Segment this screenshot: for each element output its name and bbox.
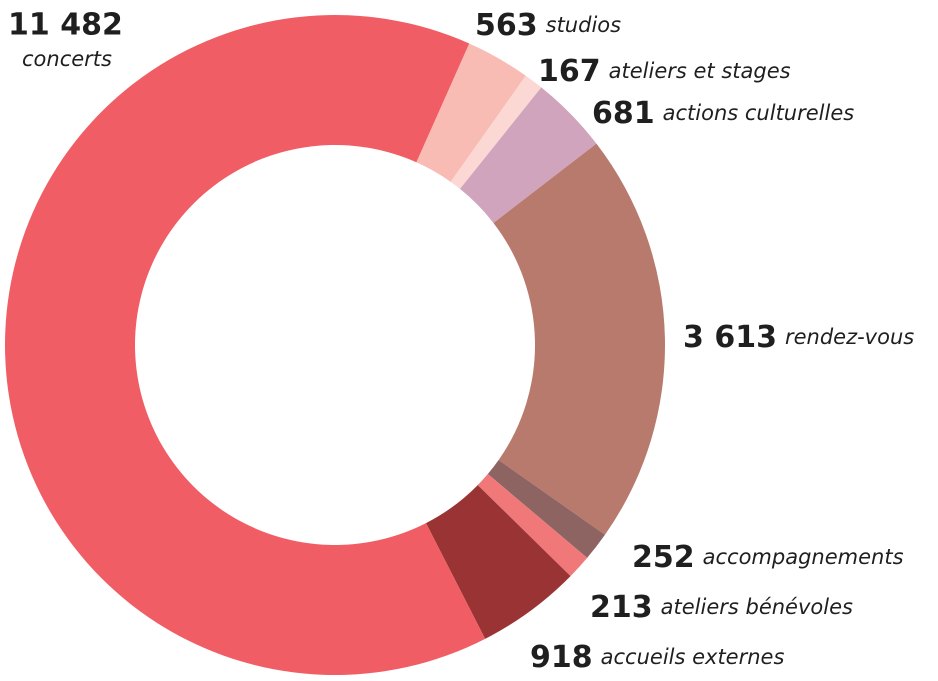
donut-segment	[493, 143, 665, 535]
segment-label: 681 actions culturelles	[592, 96, 854, 131]
segment-label: 563 studios	[475, 8, 621, 43]
segment-name: concerts	[22, 47, 112, 71]
segment-name: rendez-vous	[785, 325, 914, 349]
segment-value: 213	[590, 590, 653, 625]
segment-value: 563	[475, 8, 538, 43]
donut-segment	[477, 474, 588, 577]
segment-name: accompagnements	[703, 545, 904, 569]
segment-label: 213 ateliers bénévoles	[590, 590, 853, 625]
donut-segment	[487, 460, 605, 558]
segment-value: 3 613	[683, 320, 777, 355]
segment-label: 167 ateliers et stages	[538, 54, 791, 89]
segment-name: studios	[546, 13, 621, 37]
donut-segment	[460, 87, 597, 223]
segment-value: 11 482	[8, 8, 123, 43]
segment-label: 3 613 rendez-vous	[683, 320, 914, 355]
donut-segment	[4, 14, 486, 676]
segment-name: actions culturelles	[663, 101, 855, 125]
segment-label: 252 accompagnements	[632, 540, 904, 575]
segment-name: accueils externes	[601, 645, 785, 669]
donut-segment	[416, 43, 526, 182]
segment-value: 167	[538, 54, 601, 89]
segment-name: ateliers et stages	[609, 59, 791, 83]
segment-value: 252	[632, 540, 695, 575]
segment-name: ateliers bénévoles	[661, 595, 853, 619]
donut-segment	[450, 75, 542, 189]
segment-value: 681	[592, 96, 655, 131]
segment-label: 918 accueils externes	[530, 640, 784, 675]
donut-segment	[425, 485, 571, 639]
segment-value: 918	[530, 640, 593, 675]
